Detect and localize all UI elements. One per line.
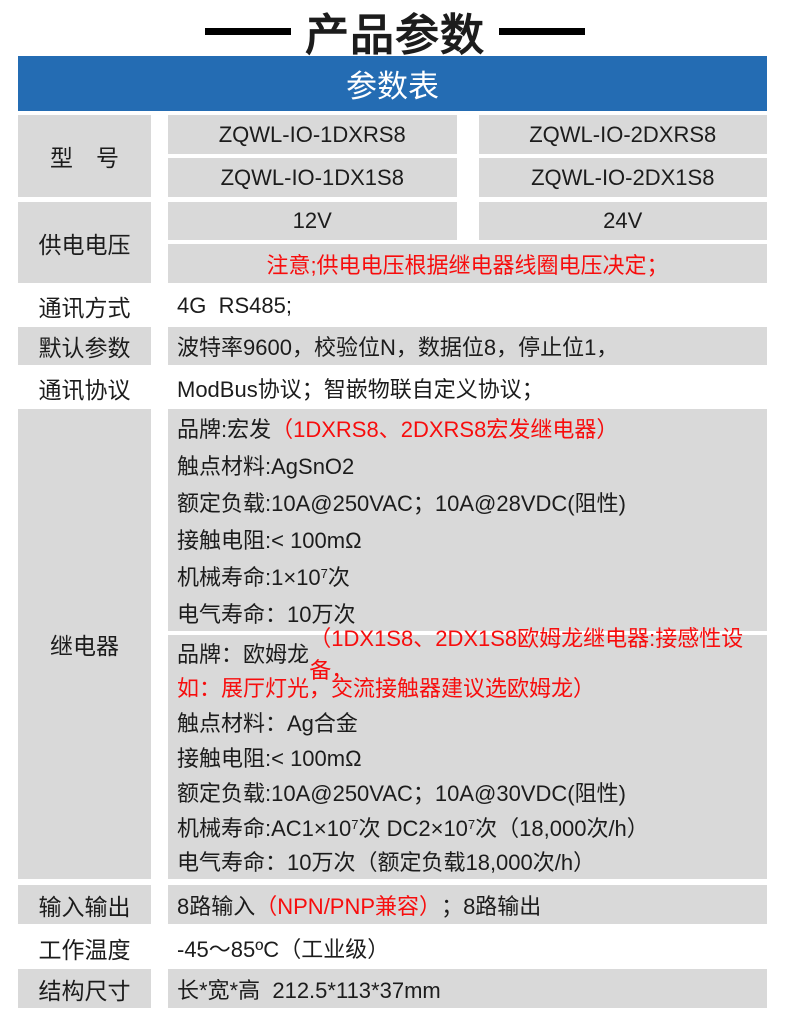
relay-spec-line: 额定负载:10A@250VAC；10A@30VDC(阻性) (177, 774, 767, 809)
relay-block-omron: 品牌：欧姆龙 （1DX1S8、2DX1S8欧姆龙继电器:接感性设备， 如：展厅灯光… (168, 626, 767, 879)
page-title-row: 产品参数 (0, 0, 790, 60)
row-dimensions: 结构尺寸 长*宽*高 212.5*113*37mm (18, 969, 767, 1008)
title-dash-left (205, 27, 291, 35)
spec-text: 8路输入 (177, 893, 256, 919)
spec-text: 电气寿命：10万次 (177, 601, 356, 627)
voltage-row: 12V 24V (168, 202, 767, 240)
voltage-note: 注意;供电电压根据继电器线圈电压决定； (168, 244, 767, 283)
voltage-cell-24v: 24V (478, 202, 767, 240)
row-protocol: 通讯协议 ModBus协议；智嵌物联自定义协议； (18, 369, 767, 406)
page-title: 产品参数 (305, 11, 485, 60)
temperature-value: -45～85ºC（工业级） (177, 937, 390, 962)
voltage-cell-12v: 12V (168, 202, 457, 240)
default-params-label: 默认参数 (18, 327, 151, 365)
default-params-value: 波特率9600，校验位N，数据位8，停止位1， (168, 327, 767, 365)
table-header: 参数表 (18, 56, 767, 111)
spec-text: 接触电阻:< 100mΩ (177, 527, 362, 553)
parameter-table: 参数表 型 号 ZQWL-IO-1DXRS8 ZQWL-IO-2DXRS8 ZQ… (18, 56, 767, 1008)
model-row-2: ZQWL-IO-1DX1S8 ZQWL-IO-2DX1S8 (168, 158, 767, 197)
relay-spec-line: 电气寿命：10万次 (177, 594, 767, 631)
model-values: ZQWL-IO-1DXRS8 ZQWL-IO-2DXRS8 ZQWL-IO-1D… (168, 115, 767, 197)
relay-spec-line: 品牌:宏发 （1DXRS8、2DXRS8宏发继电器） (177, 409, 767, 446)
spec-text: 7 (351, 817, 359, 833)
comm-mode-label: 通讯方式 (38, 295, 131, 321)
highlight-red-text: （NPN/PNP兼容） (255, 893, 442, 919)
spec-text: 机械寿命:AC1×10 (177, 815, 352, 841)
relay-spec-line: 如：展厅灯光，交流接触器建议选欧姆龙） (177, 670, 767, 705)
model-label: 型 号 (18, 115, 151, 197)
model-cell: ZQWL-IO-1DX1S8 (168, 158, 457, 197)
voltage-note-row: 注意;供电电压根据继电器线圈电压决定； (168, 244, 767, 283)
spec-text: 触点材料:AgSnO2 (177, 453, 355, 479)
dimensions-label: 结构尺寸 (18, 969, 151, 1008)
row-io: 输入输出 8路输入 （NPN/PNP兼容） ；8路输出 (18, 885, 767, 924)
temperature-label: 工作温度 (38, 937, 131, 963)
title-dash-right (499, 27, 585, 35)
spec-text: 次 (327, 564, 350, 590)
highlight-red-text: （1DXRS8、2DXRS8宏发继电器） (271, 416, 619, 442)
io-label: 输入输出 (18, 885, 151, 924)
relay-spec-line: 电气寿命：10万次（额定负载18,000次/h） (177, 844, 767, 879)
relay-spec-line: 接触电阻:< 100mΩ (177, 520, 767, 557)
row-model: 型 号 ZQWL-IO-1DXRS8 ZQWL-IO-2DXRS8 ZQWL-I… (18, 115, 767, 197)
protocol-label: 通讯协议 (38, 376, 131, 403)
relay-spec-line: 触点材料：Ag合金 (177, 705, 767, 740)
model-cell: ZQWL-IO-1DXRS8 (168, 115, 457, 154)
dimensions-value: 长*宽*高 212.5*113*37mm (168, 969, 767, 1008)
relay-blocks: 品牌:宏发 （1DXRS8、2DXRS8宏发继电器） 触点材料:AgSnO2 额定负载… (168, 409, 767, 879)
spec-text: 额定负载:10A@250VAC；10A@30VDC(阻性) (177, 780, 626, 806)
spec-text: 7 (467, 817, 476, 833)
spec-text: 接触电阻:< 100mΩ (177, 745, 362, 771)
spec-text: ；8路输出 (441, 893, 542, 919)
spec-text: 机械寿命:1×10 (177, 564, 321, 590)
model-cell: ZQWL-IO-2DX1S8 (478, 158, 767, 197)
spec-text: 次（18,000次/h） (475, 815, 649, 841)
relay-spec-line: 品牌：欧姆龙 （1DX1S8、2DX1S8欧姆龙继电器:接感性设备， (177, 626, 767, 683)
row-temperature: 工作温度 -45～85ºC（工业级） (18, 930, 767, 966)
spec-text: 品牌：欧姆龙 (177, 641, 316, 667)
comm-mode-value: 4G RS485; (177, 293, 292, 318)
spec-text: 额定负载:10A@250VAC；10A@28VDC(阻性) (177, 490, 626, 516)
spec-text: 次 DC2×10 (358, 815, 468, 841)
relay-label: 继电器 (18, 409, 151, 879)
row-relay: 继电器 品牌:宏发 （1DXRS8、2DXRS8宏发继电器） 触点材料:AgSnO2… (18, 409, 767, 879)
model-cell: ZQWL-IO-2DXRS8 (478, 115, 767, 154)
row-default-params: 默认参数 波特率9600，校验位N，数据位8，停止位1， (18, 327, 767, 365)
spec-text: 电气寿命：10万次（额定负载18,000次/h） (177, 850, 596, 876)
supply-voltage-label: 供电电压 (18, 202, 151, 283)
spec-text: 7 (320, 566, 328, 581)
highlight-red-text: 如：展厅灯光，交流接触器建议选欧姆龙） (177, 676, 596, 702)
spec-text: 品牌:宏发 (177, 416, 272, 442)
model-row-1: ZQWL-IO-1DXRS8 ZQWL-IO-2DXRS8 (168, 115, 767, 154)
row-comm-mode: 通讯方式 4G RS485; (18, 288, 767, 324)
supply-voltage-values: 12V 24V 注意;供电电压根据继电器线圈电压决定； (168, 202, 767, 283)
protocol-value: ModBus协议；智嵌物联自定义协议； (177, 376, 544, 402)
relay-spec-line: 接触电阻:< 100mΩ (177, 740, 767, 775)
io-value: 8路输入 （NPN/PNP兼容） ；8路输出 (168, 885, 767, 924)
highlight-red-text: （1DX1S8、2DX1S8欧姆龙继电器:接感性设备， (309, 625, 744, 683)
relay-spec-line: 触点材料:AgSnO2 (177, 446, 767, 483)
relay-block-hongfa: 品牌:宏发 （1DXRS8、2DXRS8宏发继电器） 触点材料:AgSnO2 额定负载… (168, 409, 767, 631)
spec-text: 触点材料：Ag合金 (177, 711, 358, 737)
row-supply-voltage: 供电电压 12V 24V 注意;供电电压根据继电器线圈电压决定； (18, 202, 767, 283)
relay-spec-line: 额定负载:10A@250VAC；10A@28VDC(阻性) (177, 483, 767, 520)
relay-spec-line: 机械寿命:AC1×10 7 次 DC2×10 7 次（18,000次/h） (177, 809, 767, 844)
relay-spec-line: 机械寿命:1×10 7 次 (177, 557, 767, 594)
